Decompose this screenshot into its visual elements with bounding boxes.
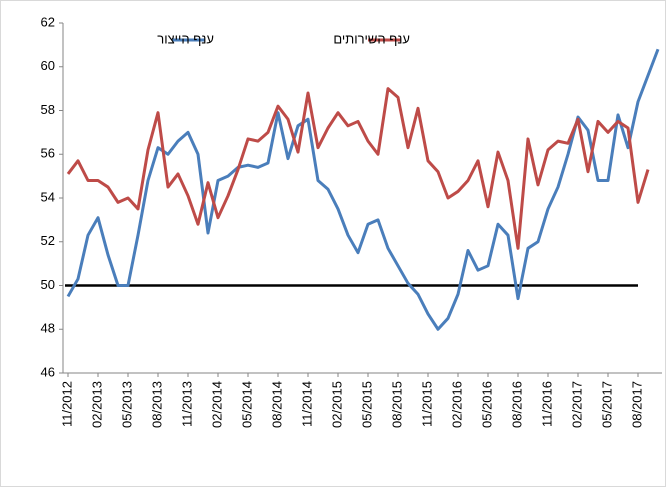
- y-tick-label: 46: [41, 364, 55, 379]
- x-tick-label: 02/2015: [329, 381, 344, 428]
- x-tick-label: 05/2017: [599, 381, 614, 428]
- series-line: [66, 87, 650, 250]
- y-tick-label: 52: [41, 233, 55, 248]
- y-tick-label: 48: [41, 321, 55, 336]
- legend-label: ענף השירותים: [333, 31, 410, 46]
- series-line: [66, 48, 660, 331]
- x-tick-label: 05/2015: [359, 381, 374, 428]
- y-tick-label: 50: [41, 277, 55, 292]
- x-tick-label: 08/2016: [509, 381, 524, 428]
- x-tick-label: 11/2013: [179, 381, 194, 427]
- x-tick-label: 11/2015: [419, 381, 434, 427]
- legend-label: ענף הייצור: [157, 31, 214, 46]
- x-tick-label: 02/2017: [569, 381, 584, 428]
- x-tick-label: 05/2014: [239, 381, 254, 428]
- x-tick-label: 02/2013: [89, 381, 104, 428]
- x-tick-label: 11/2016: [539, 381, 554, 427]
- y-tick-label: 54: [41, 189, 55, 204]
- x-tick-label: 05/2013: [119, 381, 134, 428]
- x-tick-label: 11/2012: [59, 381, 74, 427]
- y-tick-label: 56: [41, 146, 55, 161]
- x-tick-label: 05/2016: [479, 381, 494, 428]
- y-tick-label: 60: [41, 58, 55, 73]
- y-tick-label: 58: [41, 102, 55, 117]
- x-tick-label: 08/2017: [629, 381, 644, 428]
- y-tick-label: 62: [41, 14, 55, 29]
- x-tick-label: 02/2014: [209, 381, 224, 428]
- x-tick-label: 11/2014: [299, 381, 314, 427]
- x-tick-label: 02/2016: [449, 381, 464, 428]
- x-tick-label: 08/2015: [389, 381, 404, 428]
- x-tick-label: 08/2014: [269, 381, 284, 428]
- x-tick-label: 08/2013: [149, 381, 164, 428]
